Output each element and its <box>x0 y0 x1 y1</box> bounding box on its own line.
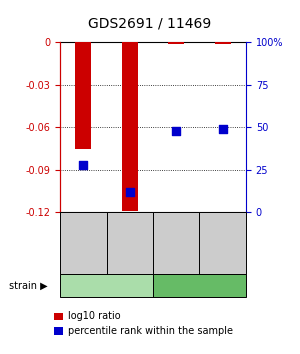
Text: GSM175764: GSM175764 <box>172 218 181 269</box>
Bar <box>214 42 231 44</box>
Bar <box>75 42 92 149</box>
Text: strain ▶: strain ▶ <box>9 281 48 291</box>
Point <box>174 128 178 134</box>
Point <box>128 189 132 195</box>
Bar <box>122 42 138 211</box>
Text: GDS2691 / 11469: GDS2691 / 11469 <box>88 16 212 30</box>
Text: GSM176611: GSM176611 <box>125 218 134 269</box>
Text: GSM176606: GSM176606 <box>79 218 88 269</box>
Text: GSM175765: GSM175765 <box>218 218 227 269</box>
Point <box>220 126 225 132</box>
Text: wild type: wild type <box>84 281 129 291</box>
Text: dominant negative: dominant negative <box>153 281 246 291</box>
Point <box>81 162 86 168</box>
Bar <box>168 42 184 44</box>
Text: log10 ratio: log10 ratio <box>68 312 120 321</box>
Text: percentile rank within the sample: percentile rank within the sample <box>68 326 232 336</box>
